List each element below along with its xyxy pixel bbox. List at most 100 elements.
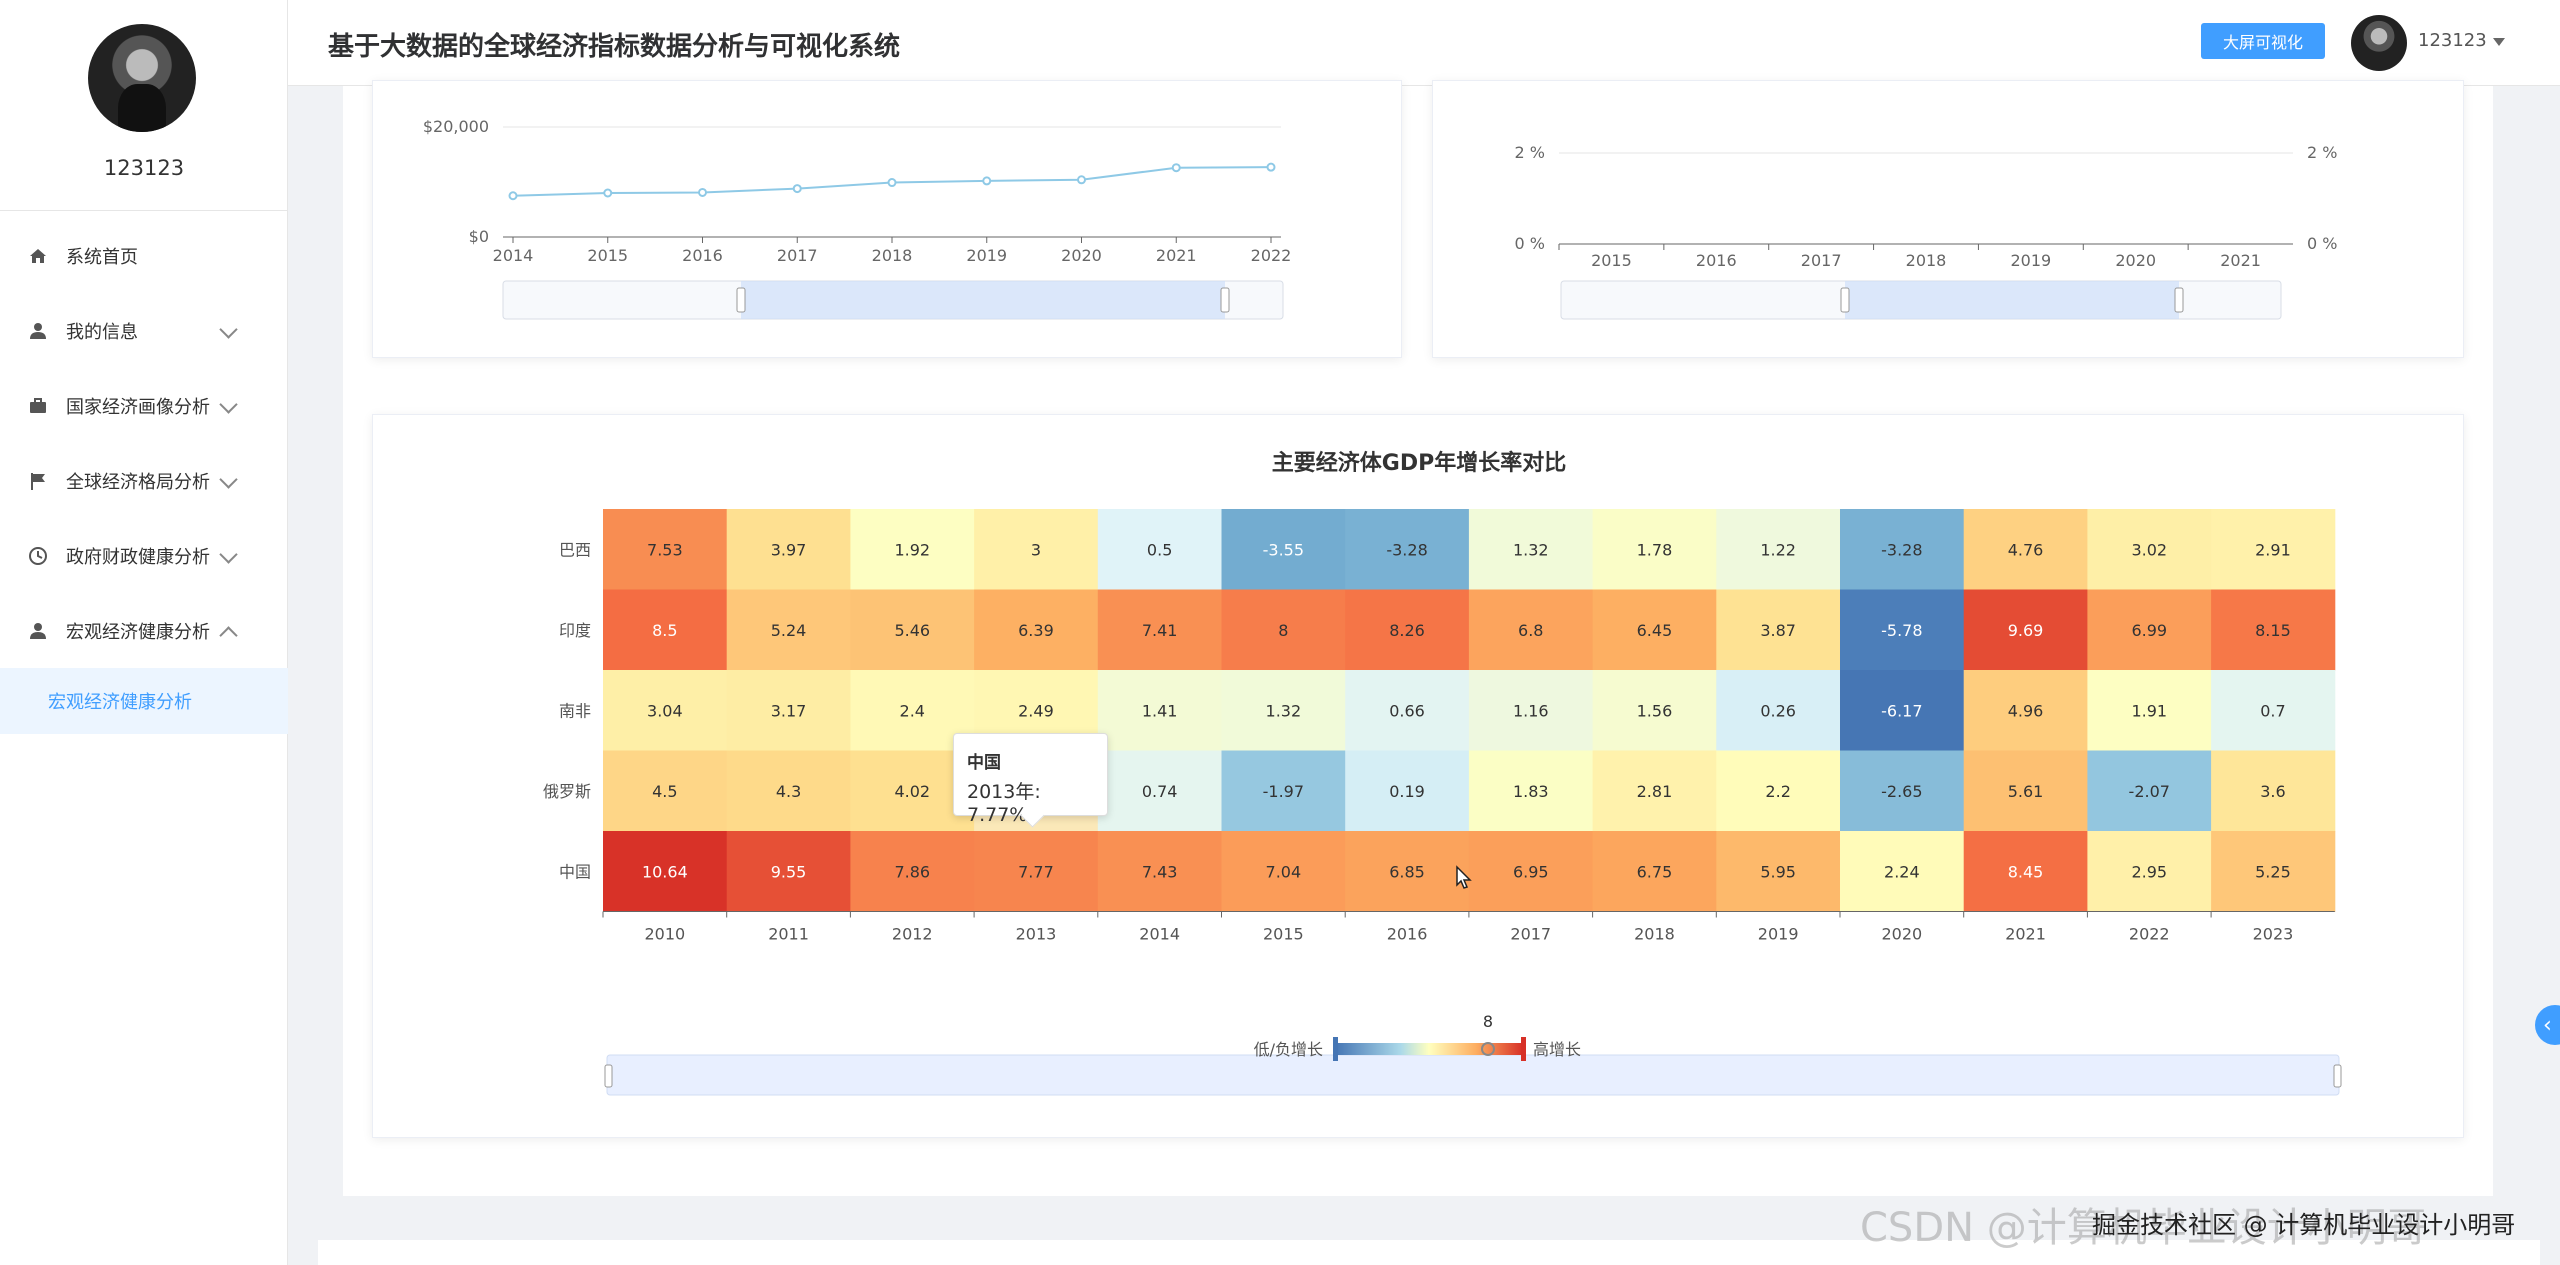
sidebar-item-country-profile[interactable]: 国家经济画像分析 [0, 368, 288, 443]
cell-value-label: 0.5 [1147, 540, 1172, 559]
heatmap-card: 主要经济体GDP年增长率对比 巴西 7.53 3.97 1.92 3 0.5 -3.55 -3.… [372, 414, 2464, 1138]
cell-value-label: -3.28 [1881, 540, 1922, 559]
sidebar-item-my-info[interactable]: 我的信息 [0, 293, 288, 368]
data-point [1171, 163, 1181, 173]
cell-value-label: 2.91 [2255, 540, 2291, 559]
sidebar-item-fiscal-health[interactable]: 政府财政健康分析 [0, 518, 288, 593]
header-username[interactable]: 123123 [2418, 30, 2487, 51]
sidebar-item-macro-health[interactable]: 宏观经济健康分析 [0, 593, 288, 668]
heatmap-cell [2211, 670, 2336, 751]
watermark: CSDN @计算机毕业设计小明哥 [1860, 1205, 2427, 1251]
tooltip-name: 中国 [967, 753, 1001, 773]
cell-value-label: 5.61 [2008, 782, 2044, 801]
cell-value-label: -2.65 [1881, 782, 1922, 801]
chevron-left-icon[interactable]: ‹ [2535, 1005, 2560, 1045]
x-tick-label: 2011 [768, 925, 809, 944]
cell-value-label: 2.2 [1765, 782, 1790, 801]
zoom-slider-window [741, 281, 1225, 319]
heatmap-cell [1963, 670, 2088, 751]
heatmap-cell [1221, 589, 1346, 671]
data-point [792, 184, 802, 194]
heatmap-cell [1345, 509, 1470, 590]
flag-icon [28, 471, 48, 491]
heatmap-cell [1097, 589, 1222, 671]
x-tick-label: 2022 [1251, 246, 1292, 265]
heatmap-cell [974, 509, 1099, 590]
cell-value-label: 3.87 [1760, 621, 1796, 640]
sidebar-username: 123123 [103, 156, 185, 180]
cell-value-label: 4.5 [652, 782, 677, 801]
header-avatar[interactable] [2351, 15, 2407, 71]
cell-value-label: 5.24 [771, 621, 807, 640]
heatmap-cell [1592, 750, 1717, 832]
x-tick-label: 2018 [1906, 251, 1947, 270]
heatmap-cell [1468, 831, 1594, 912]
heatmap-cell [726, 831, 851, 912]
heatmap-cell [1097, 670, 1222, 751]
cell-value-label: 0.7 [2260, 701, 2285, 720]
heatmap-cell [603, 589, 728, 671]
cell-value-label: -1.97 [1263, 782, 1304, 801]
sidebar-item-label: 系统首页 [66, 246, 138, 268]
cell-value-label: 8.45 [2008, 862, 2044, 881]
heatmap-cell [603, 670, 728, 751]
x-tick-label: 2020 [2115, 251, 2156, 270]
cell-value-label: 5.46 [894, 621, 930, 640]
cell-value-label: 9.55 [771, 862, 807, 881]
sidebar-item-home[interactable]: 系统首页 [0, 218, 288, 293]
cell-value-label: 6.45 [1637, 621, 1673, 640]
x-tick-label: 2016 [1696, 251, 1737, 270]
heatmap-cell [2211, 750, 2336, 832]
heatmap-cell [850, 589, 975, 671]
data-point [1077, 175, 1086, 185]
cell-value-label: 3.04 [647, 701, 683, 720]
heatmap-cell [726, 670, 851, 751]
cell-value-label: 0.26 [1760, 701, 1796, 720]
heatmap-cell [1345, 670, 1470, 751]
visual-map-high-label: 高增长 [1533, 1040, 1581, 1059]
heatmap-cell [2087, 589, 2212, 671]
cell-value-label: 8.26 [1389, 621, 1425, 640]
y-tick-label: 印度 [559, 621, 591, 640]
cell-value-label: 1.56 [1637, 701, 1673, 720]
y-tick-label: 南非 [559, 701, 591, 720]
divider [0, 210, 288, 211]
heatmap-cell [1840, 750, 1965, 832]
watermark-secondary: 掘金技术社区 @ 计算机毕业设计小明哥 [2092, 1211, 2516, 1239]
x-tick-label: 2018 [872, 246, 913, 265]
heatmap-cell [1468, 589, 1594, 671]
cell-value-label: -6.17 [1881, 701, 1922, 720]
heatmap-cell [1468, 750, 1594, 832]
heatmap-cell [1592, 670, 1717, 751]
zoom-handle-left [736, 287, 746, 313]
big-screen-button[interactable]: 大屏可视化 [2201, 23, 2325, 59]
sidebar-menu: 系统首页 我的信息 国家经济画像分析 全球经济格局分析 政府财政健康分析 宏观经… [0, 218, 288, 734]
y-tick-label-right: 2 % [2307, 143, 2337, 162]
y-tick-label: $0 [469, 227, 489, 246]
heatmap-cell [1840, 670, 1965, 751]
chart-tooltip: 中国 2013年: 7.77% [953, 733, 1108, 826]
zoom-handle-right [2174, 287, 2184, 313]
cell-value-label: 6.99 [2131, 621, 2167, 640]
sidebar-subitem-macro-health[interactable]: 宏观经济健康分析 [0, 668, 288, 734]
data-point [603, 188, 613, 198]
heatmap-cell [850, 509, 975, 590]
cell-value-label: 2.4 [900, 701, 925, 720]
cell-value-label: 0.74 [1142, 782, 1178, 801]
x-tick-label: 2021 [2005, 925, 2046, 944]
x-tick-label: 2022 [2129, 925, 2170, 944]
heatmap-cell [1716, 831, 1841, 912]
cell-value-label: 5.25 [2255, 862, 2291, 881]
heatmap-cell [2087, 831, 2212, 912]
zoom-handle-left [604, 1064, 613, 1088]
caret-down-icon[interactable] [2493, 38, 2505, 46]
cell-value-label: 3 [1031, 540, 1041, 559]
y-tick-label-left: 0 % [1515, 234, 1545, 253]
heatmap-cell [1097, 750, 1222, 832]
visual-map-handle-low [1333, 1037, 1338, 1061]
avatar[interactable] [88, 24, 196, 132]
sidebar-item-global-pattern[interactable]: 全球经济格局分析 [0, 443, 288, 518]
heatmap-cell [974, 831, 1099, 912]
heatmap-cell [2087, 509, 2212, 590]
